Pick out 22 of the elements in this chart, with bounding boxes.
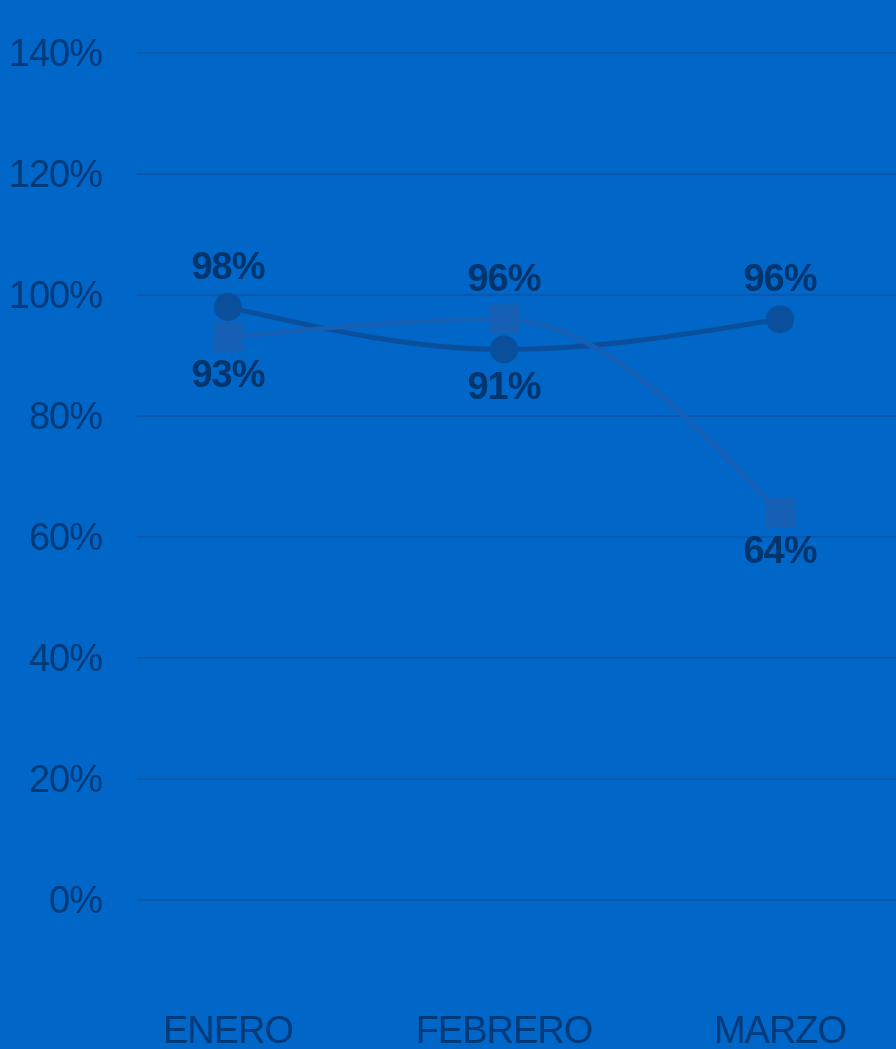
y-tick-label: 80% <box>28 395 103 437</box>
y-tick-label: 140% <box>8 32 103 74</box>
data-label: 96% <box>743 257 817 300</box>
data-label: 93% <box>191 353 265 396</box>
point <box>213 322 243 353</box>
point <box>489 304 519 335</box>
y-tick-label: 100% <box>8 274 103 316</box>
x-tick-label: MARZO <box>713 1009 847 1049</box>
y-tick-label: 60% <box>28 516 103 558</box>
point <box>214 293 242 322</box>
y-tick-label: 20% <box>28 758 103 800</box>
x-tick-label: FEBRERO <box>415 1009 593 1049</box>
point <box>766 305 794 334</box>
y-tick-label: 40% <box>28 637 103 679</box>
y-tick-label: 120% <box>8 153 103 195</box>
x-tick-label: ENERO <box>162 1009 294 1049</box>
data-label: 98% <box>191 245 265 288</box>
y-tick-label: 0% <box>49 879 103 921</box>
data-label: 91% <box>467 365 541 408</box>
point <box>490 335 518 364</box>
data-label: 96% <box>467 257 541 300</box>
data-label: 64% <box>743 528 817 571</box>
